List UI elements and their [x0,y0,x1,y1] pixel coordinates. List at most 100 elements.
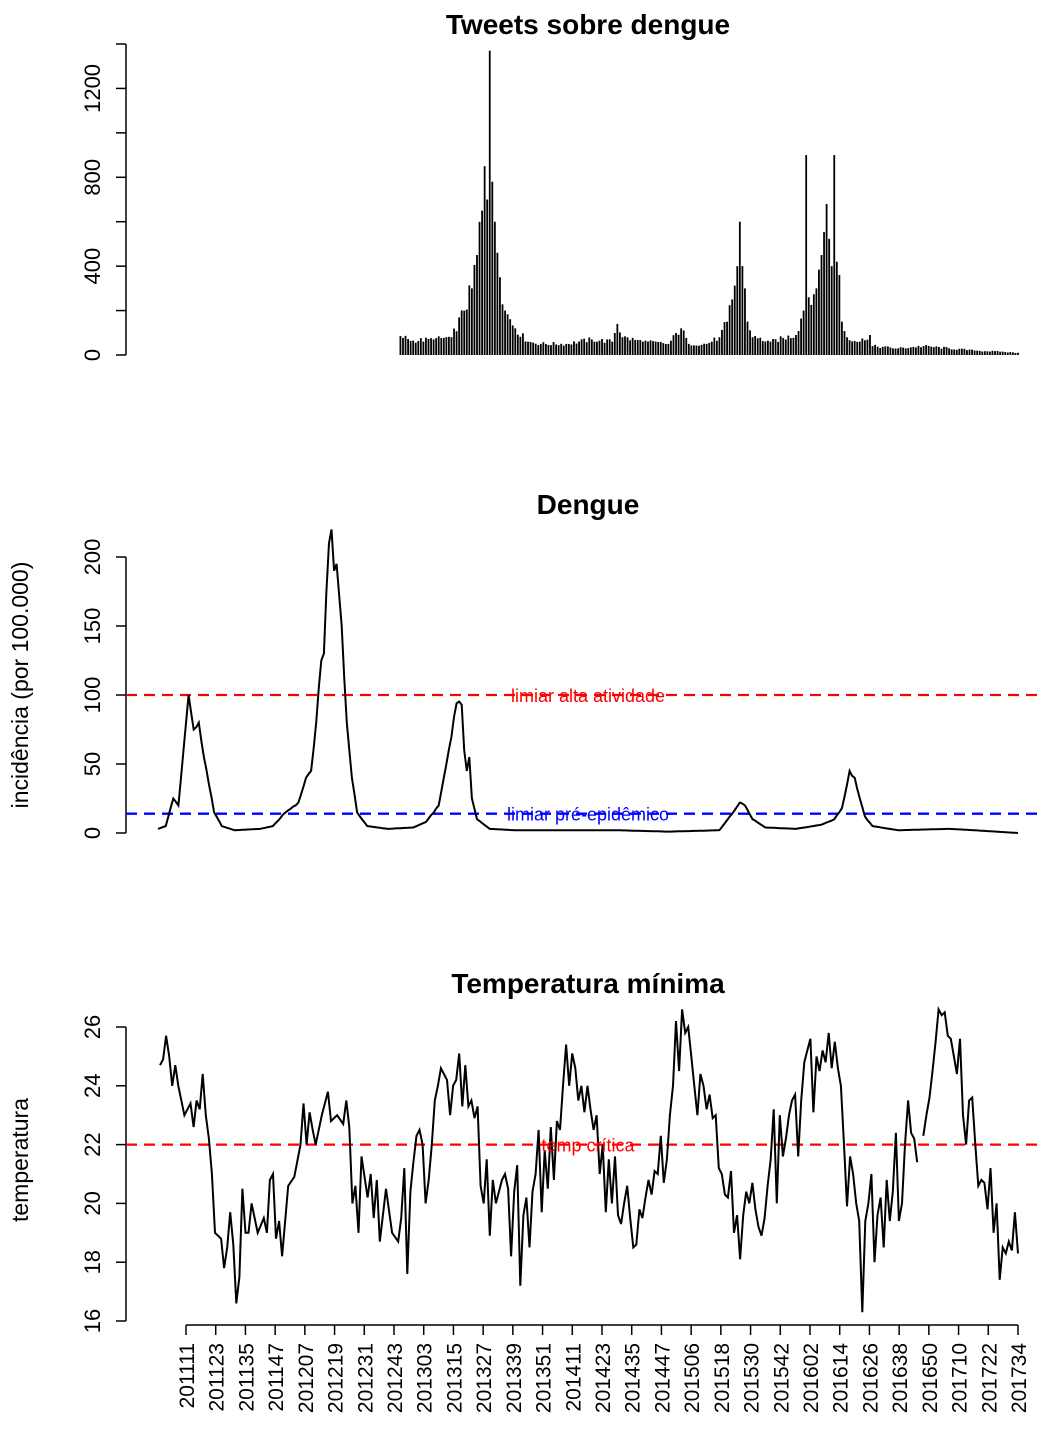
tweet-bar [922,346,925,355]
tweet-bar [442,337,445,355]
tweet-bar [764,341,767,355]
tweet-bar [856,341,859,355]
x-tick-label: 201423 [592,1343,615,1413]
x-tick-label: 201135 [235,1343,258,1412]
tweet-bar [570,344,573,355]
tweet-bar [562,345,565,355]
tweet-bar [509,319,512,355]
tweet-bar [588,337,591,355]
tweet-bar [761,341,764,355]
tweet-bar [948,348,950,355]
tweet-bar [935,346,938,355]
tweet-bar [527,341,529,355]
tweet-bar [897,348,899,355]
x-tick-label: 201351 [533,1343,556,1413]
tweet-bar [703,343,706,355]
tweet-bar [795,335,797,355]
tweet-bar [710,341,713,355]
tweet-bar [486,199,489,355]
tweet-bar [751,337,754,355]
tweet-bar [682,330,685,355]
tweet-bar [841,321,843,355]
tweet-bar [705,343,708,355]
x-tick-label: 201518 [711,1343,734,1413]
tweet-bar [899,347,902,355]
tweet-bar [664,344,667,355]
tweet-bar [866,339,869,355]
tweet-bar [871,346,874,355]
tweet-bar [815,288,818,355]
tweet-bar [774,339,777,355]
tweet-bar [585,342,588,355]
tweet-bar [989,351,991,355]
tweet-bar [846,337,848,355]
x-tick-label: 201530 [741,1343,764,1413]
tweet-bar [700,344,703,355]
tweet-bar [853,341,856,355]
tweet-bar [565,343,568,355]
x-tick-label: 201243 [384,1343,407,1413]
tweet-bar [907,348,910,355]
y-tick-label: 26 [80,1015,105,1039]
x-tick-label: 201614 [830,1343,853,1413]
tweets-y-ticks: 0 400 800 1200 [80,43,126,361]
tweet-bar [879,347,882,355]
tweet-bar [636,339,639,355]
tweet-bar [458,317,461,355]
dengue-y-label: incidência (por 100.000) [7,562,33,809]
x-tick-label: 201602 [800,1343,823,1413]
tweet-bar [693,345,695,355]
y-tick-label: 16 [80,1309,105,1333]
tweet-bar [629,340,632,355]
tweet-bar [465,309,468,355]
tweet-bar [960,348,963,355]
tweet-bar [425,337,427,355]
tweet-bar [863,340,866,355]
tweet-bar [894,348,897,355]
tweet-bar [772,338,774,355]
y-tick-label: 200 [80,539,105,576]
tweet-bar [818,269,820,355]
tweet-bar [787,335,790,355]
threshold-critical-temp-label: temp crítica [541,1136,635,1156]
tweet-bar [662,343,665,355]
tweet-bar [601,339,603,355]
tweet-bar [983,351,986,355]
tweet-bar [448,336,450,355]
tweet-bar [736,266,739,355]
tweet-bar [981,351,984,355]
y-tick-label: 1200 [80,64,105,113]
temperature-y-ticks: 16 18 20 22 24 26 [80,1015,126,1333]
tweet-bar [647,341,649,355]
tweet-bar [915,347,917,355]
tweet-bar [902,347,905,355]
tweet-bar [973,350,976,355]
temperature-title: Temperatura mínima [451,968,725,999]
threshold-high-label: limiar alta atividade [511,686,665,706]
tweet-bar [621,337,624,355]
tweet-bar [685,337,688,355]
tweet-bar [476,255,478,355]
tweet-bar [1014,352,1017,355]
tweet-bar [598,340,601,355]
tweet-bar [726,321,728,355]
tweet-bar [976,350,979,355]
y-tick-label: 100 [80,677,105,714]
dengue-y-ticks: 0 50 100 150 200 [80,539,126,839]
tweet-bar [654,341,657,355]
tweet-bar [830,266,833,355]
tweet-bar [435,338,438,355]
tweets-bars [399,50,1019,356]
tweet-bar [698,345,700,355]
tweet-bar [843,331,846,355]
tweet-bar [578,341,580,355]
tweet-bar [529,341,532,355]
tweet-bar [412,340,415,355]
tweet-bar [667,343,670,355]
tweet-bar [455,331,458,355]
x-tick-label: 201207 [295,1343,318,1413]
tweet-bar [506,314,509,355]
tweet-bar [805,155,808,355]
tweet-bar [481,210,483,355]
tweet-bar [550,345,552,355]
